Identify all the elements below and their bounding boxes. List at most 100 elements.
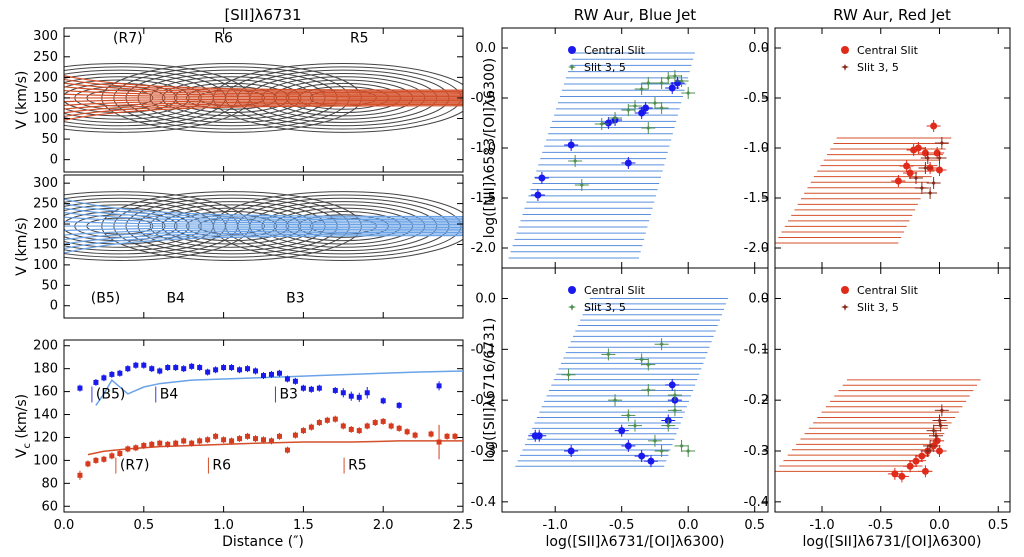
y-tick-label: -0.3 — [744, 444, 769, 459]
data-point — [77, 472, 83, 478]
data-point — [685, 448, 692, 454]
model-contour — [64, 231, 463, 245]
data-point — [625, 412, 632, 419]
y-tick-label: 60 — [41, 499, 58, 514]
legend-marker — [841, 46, 849, 54]
knot-label: (R7) — [113, 30, 143, 46]
data-point — [625, 107, 632, 113]
data-point — [93, 379, 99, 385]
x-tick-label: 2.5 — [453, 518, 474, 533]
data-point — [109, 453, 115, 459]
model-contour — [64, 230, 463, 241]
knot-label: R5 — [350, 30, 369, 46]
knot-label: (R7) — [120, 458, 150, 474]
data-point — [658, 448, 665, 454]
data-point — [933, 437, 941, 445]
data-point — [651, 100, 658, 106]
data-point — [173, 365, 179, 371]
model-contour — [64, 98, 463, 103]
data-point — [605, 351, 612, 358]
x-tick-label: -0.5 — [609, 518, 634, 533]
legend-marker — [841, 64, 849, 71]
y-tick-label: 0 — [50, 299, 58, 314]
y-tick-label: -2.0 — [744, 241, 769, 256]
y-axis-title: log([SII]λ6716/6731) — [482, 318, 498, 463]
y-tick-label: 50 — [41, 132, 58, 147]
y-tick-label: 50 — [41, 278, 58, 293]
model-contour — [64, 233, 463, 250]
y-tick-label: 150 — [33, 237, 58, 252]
data-point — [938, 140, 945, 146]
data-point — [237, 367, 243, 373]
data-point — [396, 425, 402, 431]
data-point — [101, 375, 107, 381]
data-point — [624, 159, 632, 167]
data-point — [918, 452, 926, 460]
panel-frame-3 — [501, 27, 769, 269]
data-point — [316, 385, 322, 391]
data-point — [936, 447, 943, 455]
data-point — [181, 438, 187, 444]
model-contour — [64, 198, 463, 218]
data-point — [149, 441, 155, 447]
data-point — [668, 381, 676, 389]
x-tick-label: 1.5 — [293, 518, 314, 533]
data-point — [173, 440, 179, 446]
data-point — [332, 416, 338, 422]
y-tick-label: 200 — [33, 70, 58, 85]
data-point — [165, 365, 171, 371]
data-point — [261, 373, 266, 379]
y-tick-label: 180 — [33, 362, 58, 377]
data-point — [658, 341, 665, 348]
data-point — [133, 362, 139, 368]
data-point — [936, 417, 943, 424]
y-tick-label: 300 — [33, 29, 58, 44]
y-tick-label: 100 — [33, 453, 58, 468]
data-point — [157, 440, 163, 446]
y-tick-label: 200 — [33, 339, 58, 354]
data-point — [927, 442, 934, 449]
data-point — [284, 376, 290, 382]
data-point — [117, 451, 123, 457]
data-point — [316, 420, 322, 426]
y-tick-label: 250 — [33, 197, 58, 212]
data-point — [638, 356, 645, 363]
y-tick-label: 0.0 — [475, 292, 496, 307]
model-contour — [64, 101, 463, 110]
model-contour — [64, 93, 463, 98]
data-point — [906, 169, 914, 177]
data-point — [412, 432, 418, 438]
data-point — [565, 371, 572, 378]
data-point — [678, 78, 685, 84]
model-grid — [775, 379, 981, 472]
data-point — [936, 155, 943, 161]
legend-label: Central Slit — [584, 284, 646, 297]
data-point — [645, 125, 652, 131]
data-point — [685, 90, 692, 96]
data-point — [645, 80, 652, 86]
data-point — [678, 442, 685, 449]
panel-title-blue: RW Aur, Blue Jet — [574, 6, 696, 24]
data-point — [927, 190, 934, 196]
y-tick-label: 0 — [50, 153, 58, 168]
data-point — [229, 438, 235, 444]
y-tick-label: 120 — [33, 430, 58, 445]
data-point — [924, 448, 931, 454]
data-point — [651, 437, 658, 444]
data-point — [930, 122, 938, 130]
data-point — [638, 109, 646, 117]
data-point — [932, 432, 939, 439]
data-point — [117, 370, 123, 376]
knot-label: R6 — [214, 30, 233, 46]
legend-label: Central Slit — [857, 44, 919, 57]
data-point — [645, 361, 652, 368]
data-point — [903, 162, 911, 170]
x-tick-label: -1.0 — [809, 518, 834, 533]
y-tick-label: 140 — [33, 408, 58, 423]
data-point — [436, 383, 442, 389]
data-point — [348, 426, 354, 432]
model-contour — [64, 89, 463, 96]
data-point — [109, 371, 115, 377]
knot-label: B3 — [279, 386, 298, 402]
